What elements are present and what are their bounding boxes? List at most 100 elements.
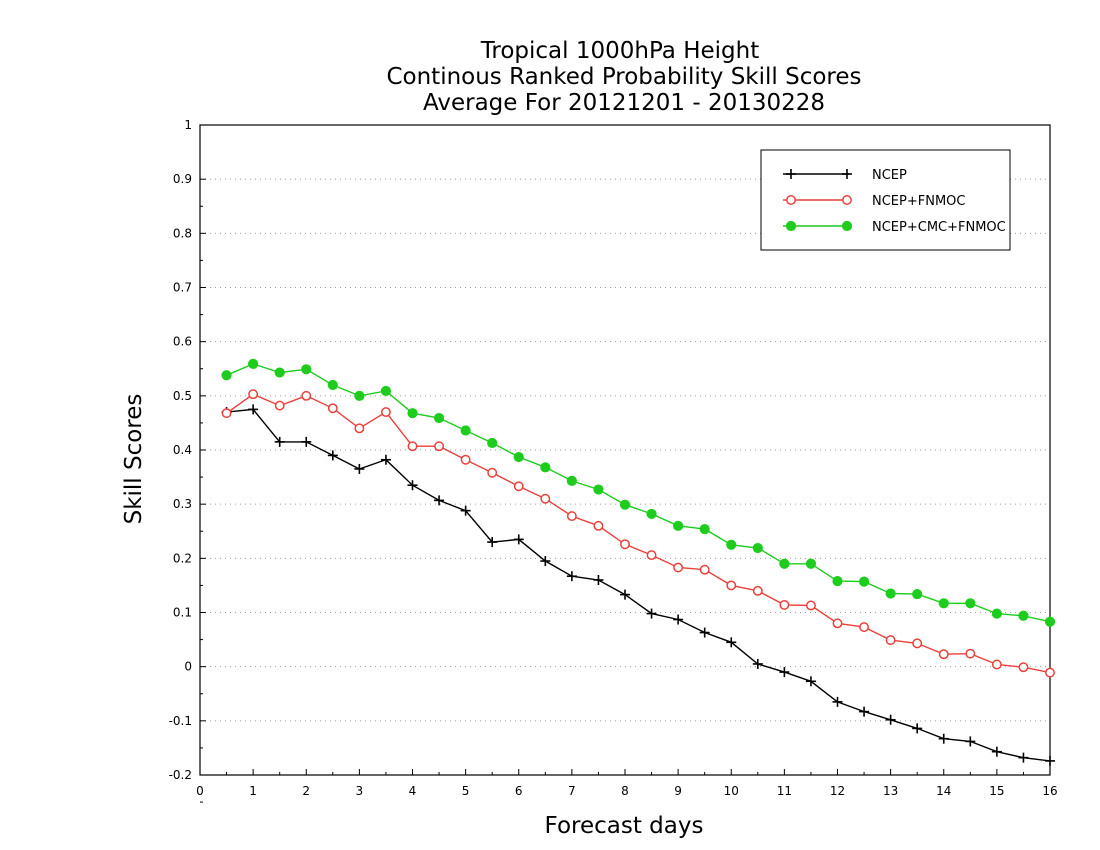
- data-point: [221, 370, 232, 381]
- data-point: [380, 385, 392, 397]
- axis-ticks: -0.2-0.100.10.20.30.40.50.60.70.80.910 1 2…: [169, 118, 1058, 803]
- data-point: [673, 562, 684, 573]
- chart-title-line-2: Continous Ranked Probability Skill Score…: [386, 64, 861, 90]
- data-point: [593, 575, 604, 585]
- legend-marker: [786, 169, 796, 179]
- y-axis-label: Skill Scores: [121, 394, 147, 525]
- data-point: [433, 412, 445, 424]
- data-point: [859, 706, 870, 717]
- data-point: [487, 437, 498, 449]
- x-tick-label: 13: [883, 784, 898, 798]
- data-point: [460, 454, 471, 465]
- data-point: [327, 379, 338, 391]
- legend-marker: [841, 220, 853, 232]
- data-point: [805, 676, 816, 687]
- legend: NCEP NCEP+FNMOC NCEP+CMC+FNMOC: [760, 149, 1011, 251]
- data-point: [619, 499, 631, 510]
- data-point: [540, 462, 551, 473]
- data-point: [965, 736, 976, 747]
- x-axis-label: Forecast days: [545, 813, 704, 839]
- data-point: [673, 520, 684, 531]
- x-tick-label: 3: [356, 784, 364, 798]
- data-point: [301, 436, 312, 447]
- legend-item-ncep-cmc-fnmoc: NCEP+CMC+FNMOC: [783, 220, 1006, 235]
- data-point: [885, 635, 896, 646]
- data-point: [752, 585, 763, 596]
- y-tick-label: 0.2: [173, 551, 192, 565]
- data-point: [301, 364, 312, 375]
- data-point: [938, 649, 949, 660]
- data-point: [858, 576, 870, 587]
- data-point: [1018, 610, 1029, 621]
- legend-item-ncep-fnmoc: NCEP+FNMOC: [783, 194, 965, 209]
- data-point: [380, 454, 391, 465]
- data-point: [434, 441, 445, 452]
- data-point: [965, 648, 976, 659]
- data-point: [859, 622, 870, 633]
- y-tick-label: 0.8: [173, 226, 192, 240]
- data-point: [248, 404, 259, 415]
- data-point: [354, 390, 365, 401]
- y-tick-label: 1: [184, 118, 192, 132]
- data-point: [1044, 616, 1056, 627]
- data-point: [460, 425, 471, 436]
- data-point: [434, 495, 445, 506]
- data-point: [407, 480, 418, 491]
- data-point: [513, 534, 524, 545]
- data-point: [832, 575, 843, 587]
- y-tick-label: 0.5: [173, 389, 192, 403]
- data-point: [912, 638, 923, 649]
- legend-label: NCEP+CMC+FNMOC: [872, 220, 1006, 235]
- data-point: [487, 537, 498, 548]
- series-line: [226, 393, 1051, 674]
- x-tick-label: 15: [989, 784, 1004, 798]
- data-point: [885, 714, 896, 725]
- legend-marker: [785, 220, 797, 232]
- y-tick-label: -0.2: [169, 768, 192, 782]
- legend-item-ncep: NCEP: [783, 168, 907, 183]
- x-tick-label: 12: [830, 784, 845, 798]
- data-point: [274, 367, 285, 378]
- data-point: [726, 539, 737, 550]
- data-point: [779, 599, 790, 610]
- y-tick-label: 0.3: [173, 497, 192, 511]
- data-point: [726, 580, 737, 591]
- data-point: [699, 627, 710, 638]
- legend-marker: [842, 195, 852, 205]
- data-point: [540, 556, 551, 567]
- legend-label: NCEP: [872, 168, 907, 183]
- data-point: [991, 746, 1002, 757]
- data-point: [805, 600, 816, 611]
- data-point: [938, 733, 949, 744]
- y-tick-label: 0.1: [173, 606, 192, 620]
- data-point: [248, 358, 259, 369]
- x-tick-label: 1: [249, 784, 257, 798]
- data-point: [699, 523, 710, 535]
- data-point: [274, 400, 285, 411]
- y-tick-label: -0.1: [169, 714, 192, 728]
- data-point: [566, 475, 577, 486]
- x-tick-label: 0: [196, 784, 204, 798]
- chart-title: Tropical 1000hPa Height Continous Ranked…: [386, 38, 861, 116]
- data-point: [301, 390, 312, 401]
- data-point: [620, 589, 630, 600]
- data-point: [646, 508, 657, 520]
- data-point: [566, 571, 577, 582]
- x-tick-label: 16: [1042, 784, 1057, 798]
- data-point: [779, 558, 790, 569]
- series-ncep-fnmoc: [221, 389, 1055, 678]
- data-point: [327, 450, 338, 461]
- data-point: [726, 637, 737, 648]
- y-tick-label: 0.4: [173, 443, 192, 457]
- data-point: [513, 481, 524, 492]
- chart-title-line-3: Average For 20121201 - 20130228: [423, 90, 825, 116]
- legend-marker: [842, 169, 852, 179]
- data-point: [779, 667, 790, 678]
- x-tick-label: 8: [621, 784, 629, 798]
- y-tick-label: 0.9: [173, 172, 192, 186]
- x-tick-label: 6: [515, 784, 523, 798]
- data-point: [1018, 752, 1029, 763]
- data-point: [407, 408, 418, 419]
- data-point: [380, 407, 391, 418]
